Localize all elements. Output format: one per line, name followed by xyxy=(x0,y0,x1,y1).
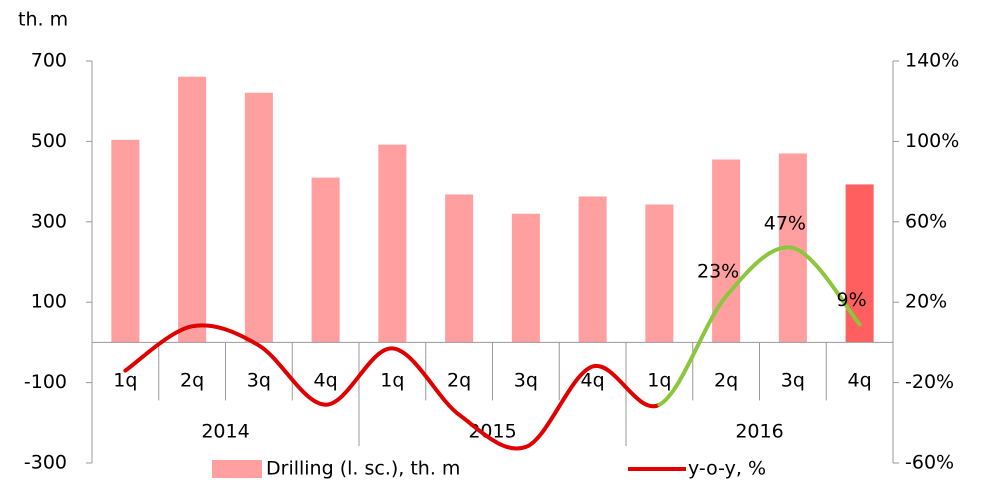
y-tick-label: -100 xyxy=(24,371,67,393)
y-tick-label: 500 xyxy=(31,130,67,152)
bar xyxy=(244,92,273,343)
data-label: 9% xyxy=(837,289,867,311)
legend-label: Drilling (l. sc.), th. m xyxy=(266,458,460,480)
x-tick-label: 1q xyxy=(113,370,137,392)
group-label: 2014 xyxy=(201,421,249,443)
bar xyxy=(311,177,340,343)
bar xyxy=(712,159,741,343)
bar xyxy=(445,194,474,343)
y2-tick-label: 100% xyxy=(905,130,959,152)
x-tick-label: 3q xyxy=(514,370,538,392)
legend-label: y-o-y, % xyxy=(688,458,766,480)
x-tick-label: 1q xyxy=(380,370,404,392)
bar xyxy=(111,139,140,343)
bar xyxy=(378,144,407,343)
y2-tick-label: 140% xyxy=(905,50,959,72)
legend-swatch xyxy=(212,460,262,478)
y-tick-label: 300 xyxy=(31,210,67,232)
x-tick-label: 4q xyxy=(314,370,338,392)
x-tick-label: 3q xyxy=(781,370,805,392)
data-label: 23% xyxy=(697,261,739,283)
x-tick-label: 4q xyxy=(848,370,872,392)
bar xyxy=(511,213,540,343)
y2-tick-label: -20% xyxy=(905,371,954,393)
bar xyxy=(178,76,207,343)
y2-tick-label: 20% xyxy=(905,291,947,313)
x-tick-label: 3q xyxy=(247,370,271,392)
x-tick-label: 1q xyxy=(647,370,671,392)
line xyxy=(123,323,662,451)
y2-tick-label: 60% xyxy=(905,210,947,232)
x-tick-label: 2q xyxy=(447,370,471,392)
y-tick-label: 700 xyxy=(31,50,67,72)
y-unit-label: th. m xyxy=(18,9,68,31)
group-label: 2016 xyxy=(735,421,783,443)
y2-tick-label: -60% xyxy=(905,452,954,474)
data-label: 47% xyxy=(764,212,806,234)
x-tick-label: 2q xyxy=(714,370,738,392)
line xyxy=(657,245,862,407)
y-tick-label: -300 xyxy=(24,452,67,474)
group-label: 2015 xyxy=(468,421,516,443)
x-tick-label: 4q xyxy=(581,370,605,392)
x-tick-label: 2q xyxy=(180,370,204,392)
y-tick-label: 100 xyxy=(31,291,67,313)
bar xyxy=(845,184,874,343)
bar xyxy=(645,204,674,343)
bar xyxy=(578,196,607,343)
